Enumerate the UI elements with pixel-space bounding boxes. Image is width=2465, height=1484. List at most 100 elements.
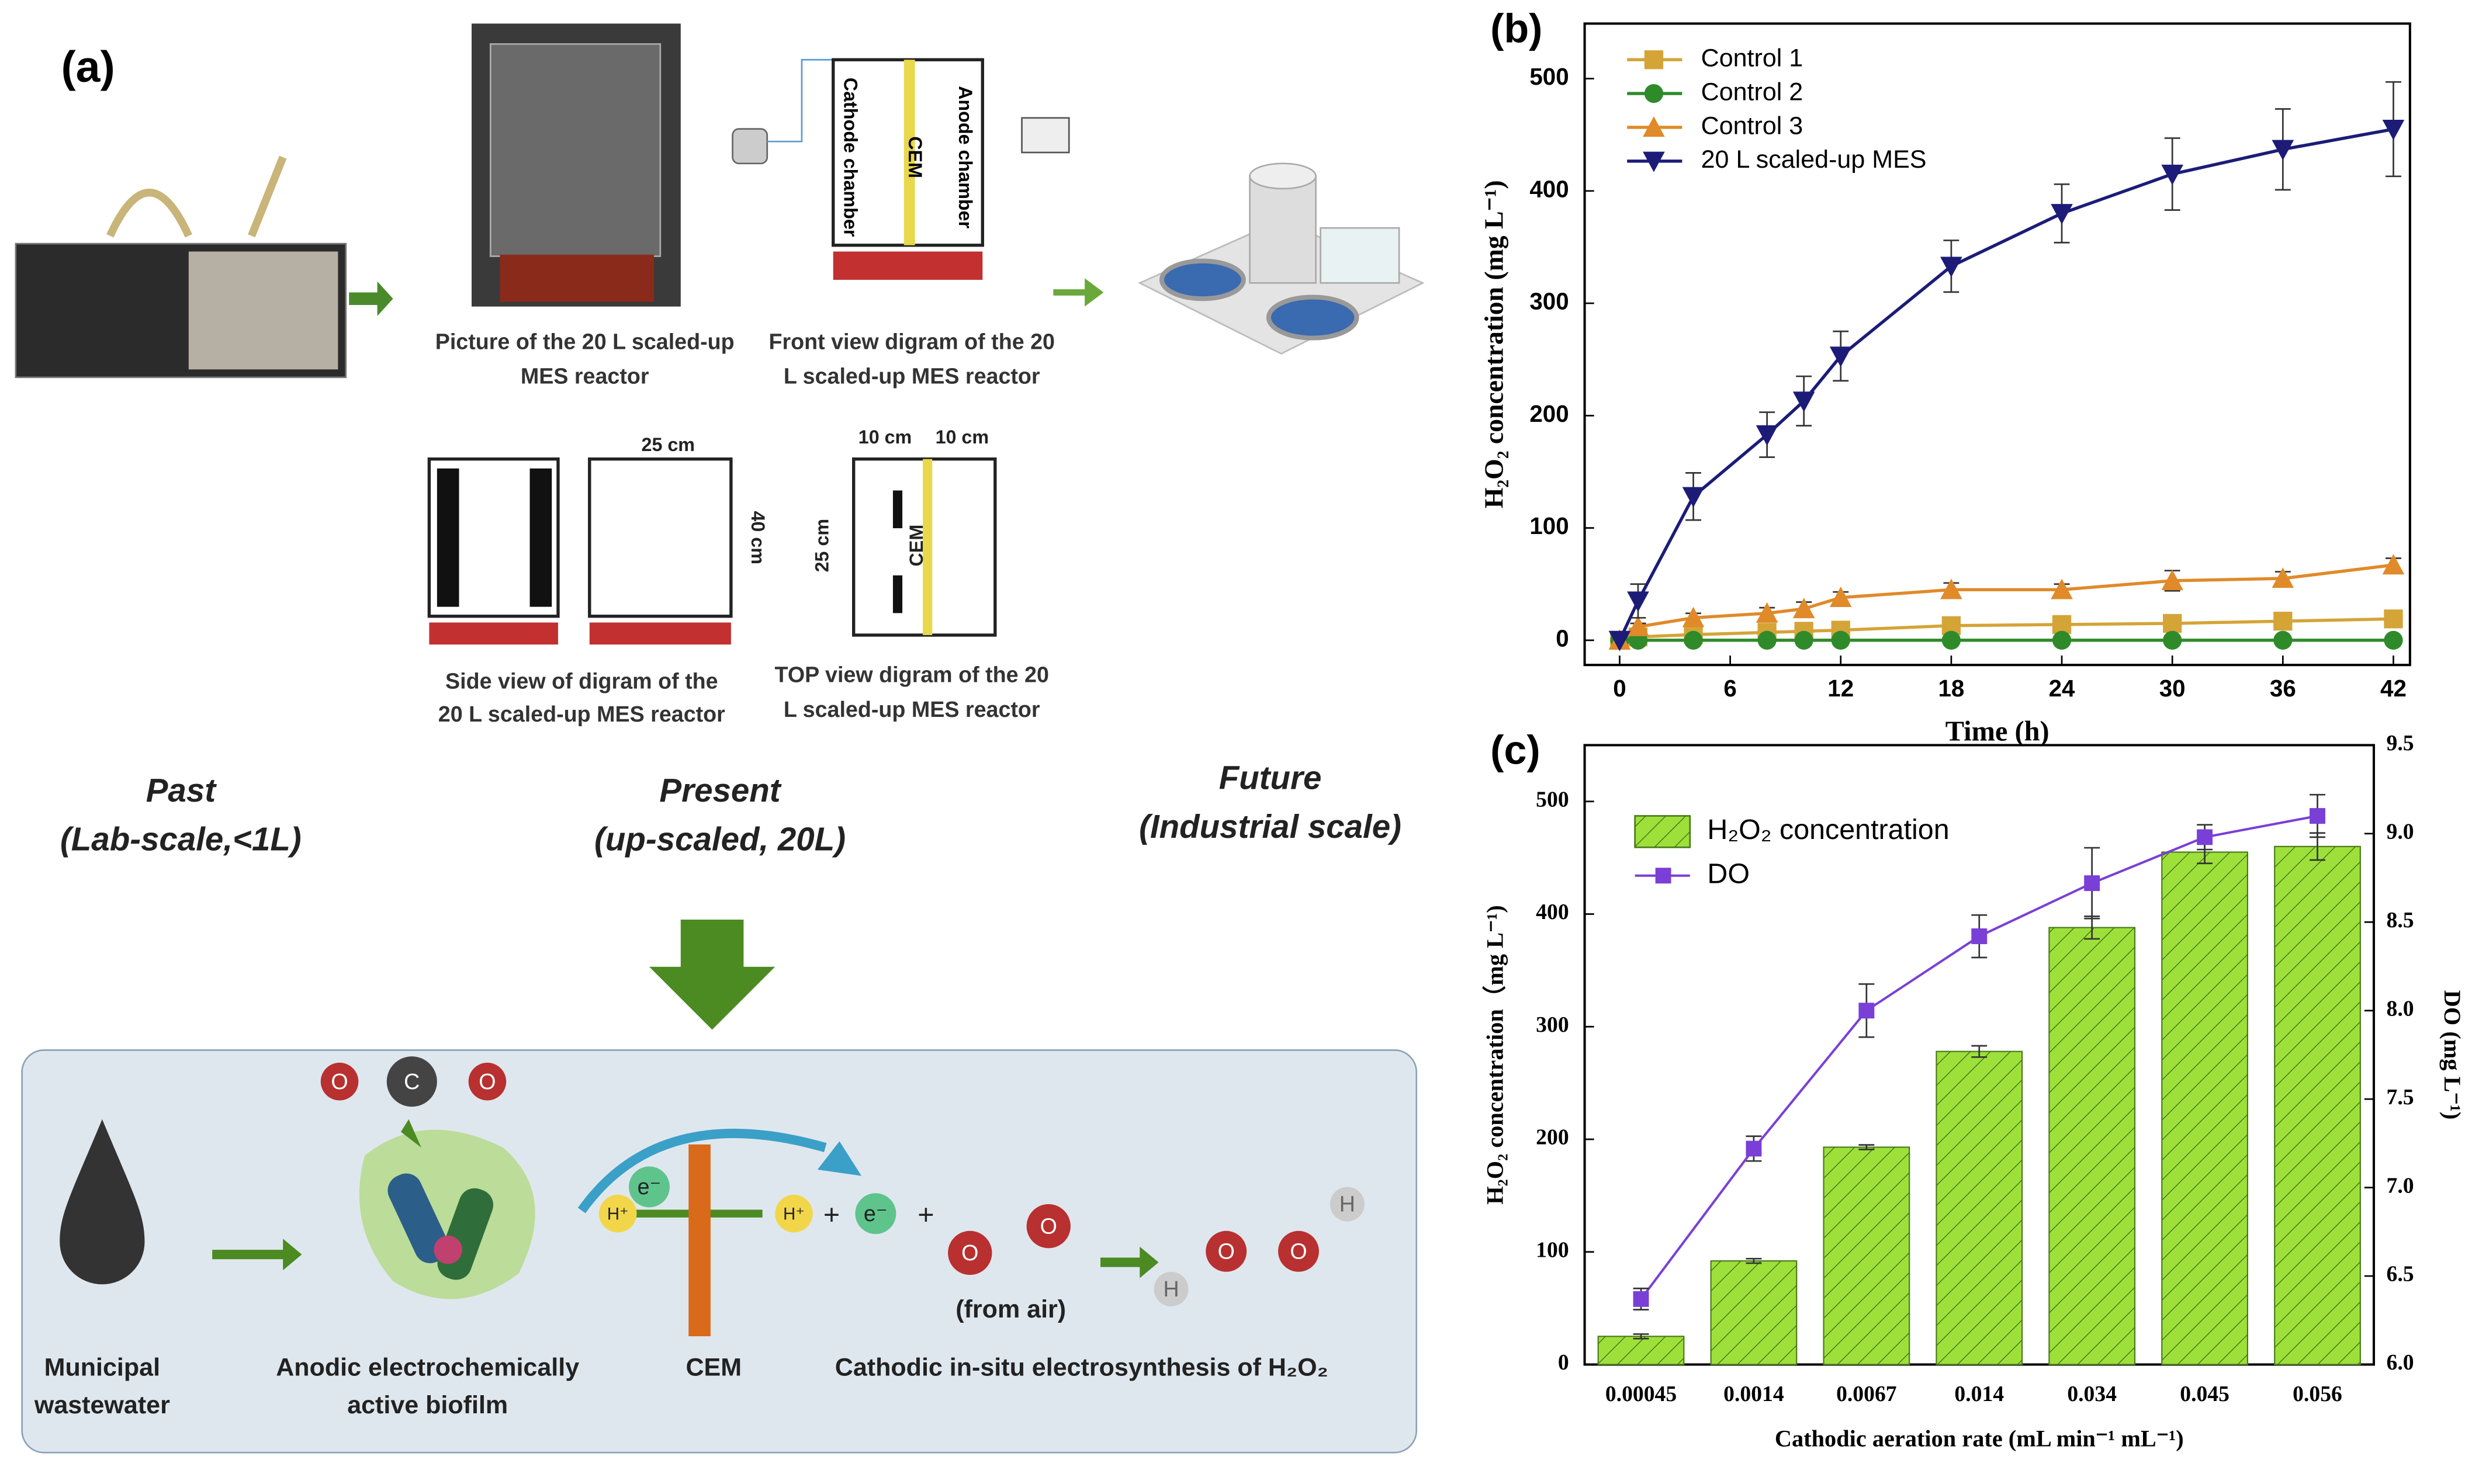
y-tick-label: 400: [1536, 900, 1569, 924]
marker: [1829, 346, 1852, 367]
marker: [2051, 204, 2073, 225]
marker: [1746, 1140, 1762, 1157]
marker: [1831, 630, 1850, 650]
front-view: [732, 58, 1070, 280]
marker: [2382, 554, 2405, 575]
caption: L scaled-up MES reactor: [784, 697, 1040, 722]
marker: [1792, 391, 1815, 412]
bar-hatch: [2162, 852, 2248, 1365]
panel-label: (c): [1490, 727, 1540, 773]
marker: [1794, 630, 1813, 650]
marker: [2197, 829, 2213, 845]
industrial-plant: [1138, 162, 1425, 355]
x-axis-title: Cathodic aeration rate (mL min⁻¹ mL⁻¹): [1775, 1425, 2184, 1451]
stage-title: Future: [1219, 760, 1322, 796]
electron: e⁻: [638, 1174, 662, 1199]
marker: [1756, 425, 1778, 446]
caption: 20 L scaled-up MES reactor: [438, 702, 725, 726]
dimension: 25 cm: [642, 434, 695, 455]
legend-marker: [1643, 151, 1665, 172]
marker: [1627, 615, 1649, 636]
y2-tick-label: 8.5: [2386, 908, 2414, 932]
x-axis-title: Time (h): [1945, 716, 2049, 747]
marker: [2161, 164, 2184, 185]
marker: [1940, 578, 1962, 599]
y2-tick-label: 7.0: [2386, 1173, 2414, 1198]
process-box: [21, 1049, 1418, 1454]
marker: [1792, 598, 1815, 619]
label: CEM: [686, 1353, 742, 1381]
marker: [1682, 606, 1705, 627]
legend-marker: [1644, 50, 1664, 70]
marker: [2310, 808, 2325, 824]
x-tick-label: 0.014: [1954, 1382, 2004, 1406]
caption: L scaled-up MES reactor: [784, 364, 1040, 389]
marker: [1757, 630, 1777, 650]
atom: O: [1218, 1239, 1235, 1263]
panel-label: (a): [61, 42, 115, 91]
stage-subtitle: (Lab-scale,<1L): [60, 821, 302, 858]
marker: [1829, 586, 1852, 607]
x-tick-label: 0.0014: [1723, 1382, 1784, 1406]
x-tick-label: 0.056: [2293, 1382, 2342, 1406]
y2-tick-label: 6.0: [2386, 1350, 2414, 1375]
x-tick-label: 30: [2159, 675, 2186, 702]
caption: TOP view digram of the 20: [775, 663, 1049, 687]
marker: [2382, 119, 2405, 140]
y2-axis-title: DO (mg L⁻¹): [2439, 990, 2465, 1120]
legend-label: Control 2: [1701, 78, 1803, 106]
arrow: [349, 281, 393, 316]
label: Anodic electrochemically: [276, 1353, 579, 1381]
y-tick-label: 200: [1529, 400, 1569, 427]
x-tick-label: 0.00045: [1605, 1382, 1677, 1406]
atom: O: [1040, 1213, 1057, 1238]
error-bar: [1746, 1257, 1762, 1264]
y-axis-title: H₂O₂ concentration（mg L⁻¹): [1482, 905, 1508, 1205]
y2-tick-label: 7.5: [2386, 1085, 2414, 1109]
marker: [2163, 613, 2182, 633]
y-tick-label: 500: [1536, 787, 1569, 812]
legend-label: Control 3: [1701, 112, 1803, 140]
y2-tick-label: 9.0: [2386, 819, 2414, 844]
marker: [1940, 256, 1962, 278]
y-tick-label: 0: [1558, 1350, 1569, 1375]
label: wastewater: [34, 1391, 170, 1419]
label: Anode chamber: [955, 86, 976, 228]
plot-frame: [1583, 22, 2411, 667]
error-bar: [1858, 1144, 1875, 1150]
legend-label: 20 L scaled-up MES: [1701, 145, 1927, 174]
top-view: [852, 457, 997, 637]
atom: O: [961, 1240, 978, 1265]
dimension: 10 cm: [936, 427, 989, 448]
arrow: [1053, 278, 1104, 307]
plus: +: [823, 1199, 840, 1230]
y2-tick-label: 6.5: [2386, 1262, 2414, 1287]
plus: +: [918, 1199, 934, 1230]
legend-label: Control 1: [1701, 44, 1803, 72]
lab-reactor: [15, 155, 347, 379]
bar-hatch: [1711, 1261, 1797, 1365]
reactor-photo: [472, 23, 681, 307]
marker: [2163, 630, 2182, 650]
atom: O: [331, 1069, 348, 1094]
legend-marker: [1655, 868, 1671, 884]
marker: [2273, 630, 2293, 650]
legend-label: DO: [1707, 858, 1750, 890]
marker: [2052, 615, 2072, 634]
electron: e⁻: [864, 1201, 888, 1226]
bar-hatch: [2274, 846, 2360, 1365]
label: CEM: [905, 136, 926, 178]
marker: [1756, 602, 1778, 623]
stage-subtitle: (up-scaled, 20L): [594, 821, 846, 858]
marker: [2161, 570, 2184, 591]
x-tick-label: 42: [2380, 675, 2407, 702]
y-tick-label: 0: [1556, 625, 1569, 652]
caption: Picture of the 20 L scaled-up: [435, 329, 735, 353]
error-bar: [1633, 1333, 1649, 1340]
stage-title: Past: [146, 772, 217, 809]
dimension: 10 cm: [858, 427, 912, 448]
marker: [2052, 630, 2072, 650]
atom: O: [479, 1069, 496, 1094]
proton: H⁺: [783, 1205, 805, 1224]
marker: [2051, 578, 2073, 599]
